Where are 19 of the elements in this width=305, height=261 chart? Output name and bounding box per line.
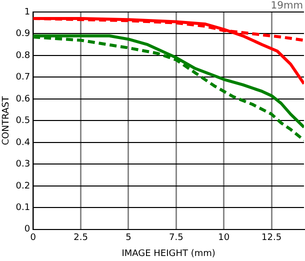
y-tick-label: 0.6 <box>16 94 30 104</box>
x-tick-label: 5 <box>126 233 132 244</box>
y-tick-label: 0.1 <box>16 203 30 214</box>
y-tick-label: 0.3 <box>16 160 30 170</box>
y-tick-label: 0 <box>24 224 30 235</box>
y-axis-title: CONTRAST <box>2 96 12 146</box>
y-tick-label: 0.7 <box>16 72 30 83</box>
y-tick-label: 0.2 <box>16 181 30 192</box>
y-tick-label: 0.4 <box>16 138 30 148</box>
x-tick-label: 7.5 <box>169 233 184 244</box>
x-axis-title: IMAGE HEIGHT (mm) <box>122 248 216 259</box>
y-tick-label: 0.5 <box>16 116 30 126</box>
y-tick-label: 1 <box>24 7 30 18</box>
x-tick-label: 10 <box>218 233 230 244</box>
y-tick-label: 0.9 <box>16 29 30 40</box>
x-tick-label: 2.5 <box>74 233 88 244</box>
y-tick-label: 0.8 <box>16 50 30 61</box>
x-tick-label: 12.5 <box>262 233 282 244</box>
text: 19mm <box>270 0 303 12</box>
